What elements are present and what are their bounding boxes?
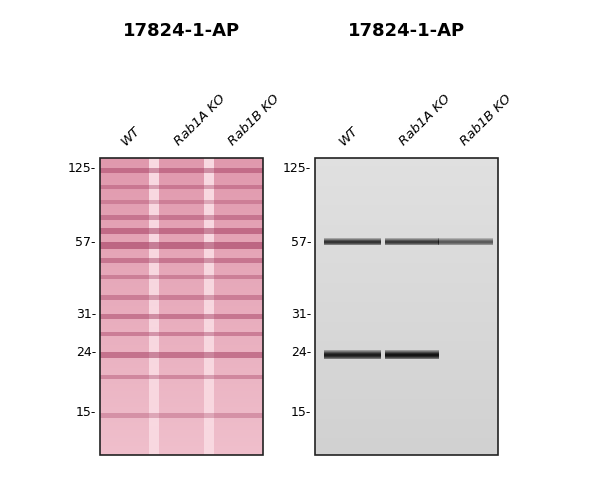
Text: 24-: 24- <box>76 345 96 358</box>
Text: Rab1A KO: Rab1A KO <box>172 92 229 148</box>
Text: Rab1B KO: Rab1B KO <box>458 92 514 148</box>
Text: Rab1B KO: Rab1B KO <box>226 92 282 148</box>
Text: 57-: 57- <box>75 236 96 248</box>
Text: 17824-1-AP: 17824-1-AP <box>123 22 240 40</box>
Text: Rab1A KO: Rab1A KO <box>397 92 454 148</box>
Bar <box>100 158 263 455</box>
Text: 15-: 15- <box>75 407 96 420</box>
Text: 125-: 125- <box>283 161 311 174</box>
Text: WT: WT <box>118 124 143 148</box>
Text: 24-: 24- <box>291 345 311 358</box>
Text: 17824-1-AP: 17824-1-AP <box>348 22 465 40</box>
Text: 57-: 57- <box>291 236 311 248</box>
Text: 31-: 31- <box>76 308 96 321</box>
Text: 15-: 15- <box>291 407 311 420</box>
Text: 125-: 125- <box>68 161 96 174</box>
Text: WT: WT <box>337 124 361 148</box>
Bar <box>315 158 498 455</box>
Text: 31-: 31- <box>291 308 311 321</box>
